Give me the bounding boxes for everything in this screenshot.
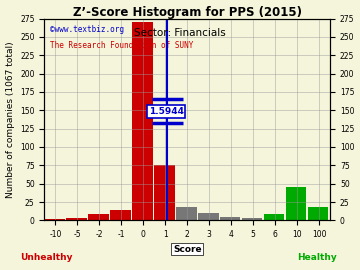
- Bar: [132, 22, 153, 220]
- Y-axis label: Number of companies (1067 total): Number of companies (1067 total): [5, 41, 14, 198]
- Bar: [154, 165, 175, 220]
- Bar: [88, 214, 109, 220]
- Bar: [44, 219, 64, 220]
- Bar: [110, 210, 131, 220]
- Text: The Research Foundation of SUNY: The Research Foundation of SUNY: [50, 41, 193, 50]
- Text: 1.5944: 1.5944: [149, 107, 184, 116]
- Text: ©www.textbiz.org: ©www.textbiz.org: [50, 25, 124, 33]
- Bar: [66, 218, 86, 220]
- Text: Healthy: Healthy: [297, 253, 337, 262]
- Bar: [176, 207, 197, 220]
- Bar: [264, 214, 284, 220]
- Bar: [198, 213, 219, 220]
- Bar: [220, 217, 240, 220]
- Title: Z’-Score Histogram for PPS (2015): Z’-Score Histogram for PPS (2015): [73, 6, 302, 19]
- Bar: [308, 207, 328, 220]
- Text: Sector: Financials: Sector: Financials: [134, 28, 226, 38]
- Text: Unhealthy: Unhealthy: [21, 253, 73, 262]
- X-axis label: Score: Score: [173, 245, 202, 254]
- Bar: [286, 187, 306, 220]
- Bar: [242, 218, 262, 220]
